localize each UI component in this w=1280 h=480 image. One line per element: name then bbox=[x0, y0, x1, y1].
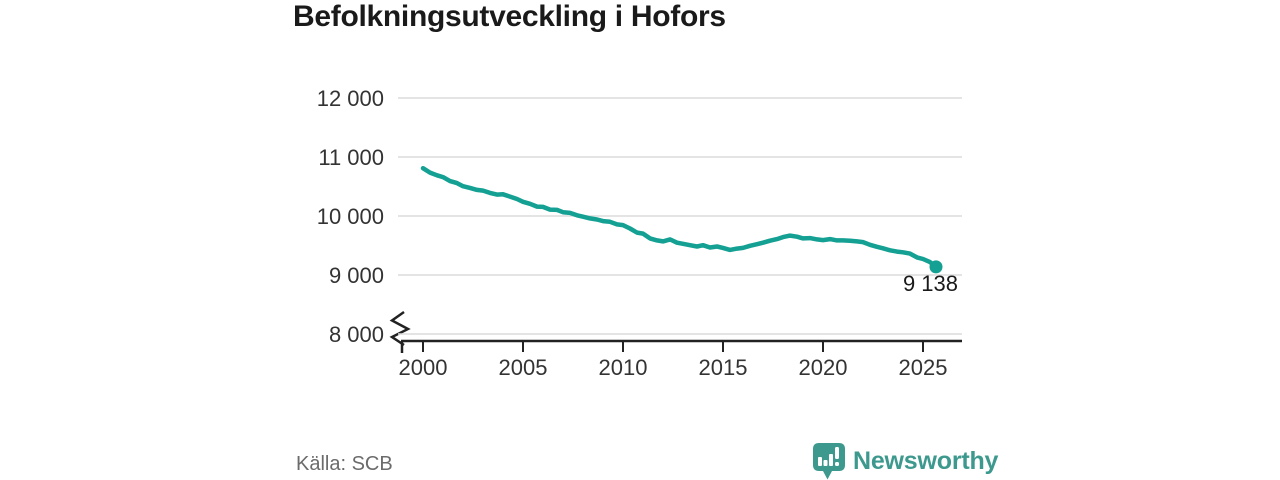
y-axis-break-icon bbox=[389, 310, 411, 347]
source-label: Källa: SCB bbox=[296, 453, 393, 475]
x-tick-label: 2015 bbox=[699, 355, 748, 380]
x-tick-label: 2010 bbox=[599, 355, 648, 380]
y-tick-label: 10 000 bbox=[317, 204, 384, 229]
end-value-label: 9 138 bbox=[903, 271, 958, 296]
x-tick-label: 2020 bbox=[799, 355, 848, 380]
population-line bbox=[420, 165, 939, 270]
y-tick-label: 11 000 bbox=[318, 145, 384, 170]
x-tick-label: 2025 bbox=[899, 355, 948, 380]
y-tick-label: 12 000 bbox=[317, 86, 384, 111]
newsworthy-wordmark: Newsworthy bbox=[853, 446, 999, 475]
y-tick-label: 9 000 bbox=[329, 263, 384, 288]
chart-title: Befolkningsutveckling i Hofors bbox=[293, 0, 726, 33]
newsworthy-logo: Newsworthy bbox=[812, 442, 998, 480]
y-tick-label: 8 000 bbox=[329, 322, 384, 347]
x-tick-label: 2005 bbox=[499, 355, 548, 380]
x-tick-label: 2000 bbox=[399, 355, 448, 380]
newsworthy-icon bbox=[813, 443, 845, 480]
end-point-dot bbox=[929, 260, 943, 274]
